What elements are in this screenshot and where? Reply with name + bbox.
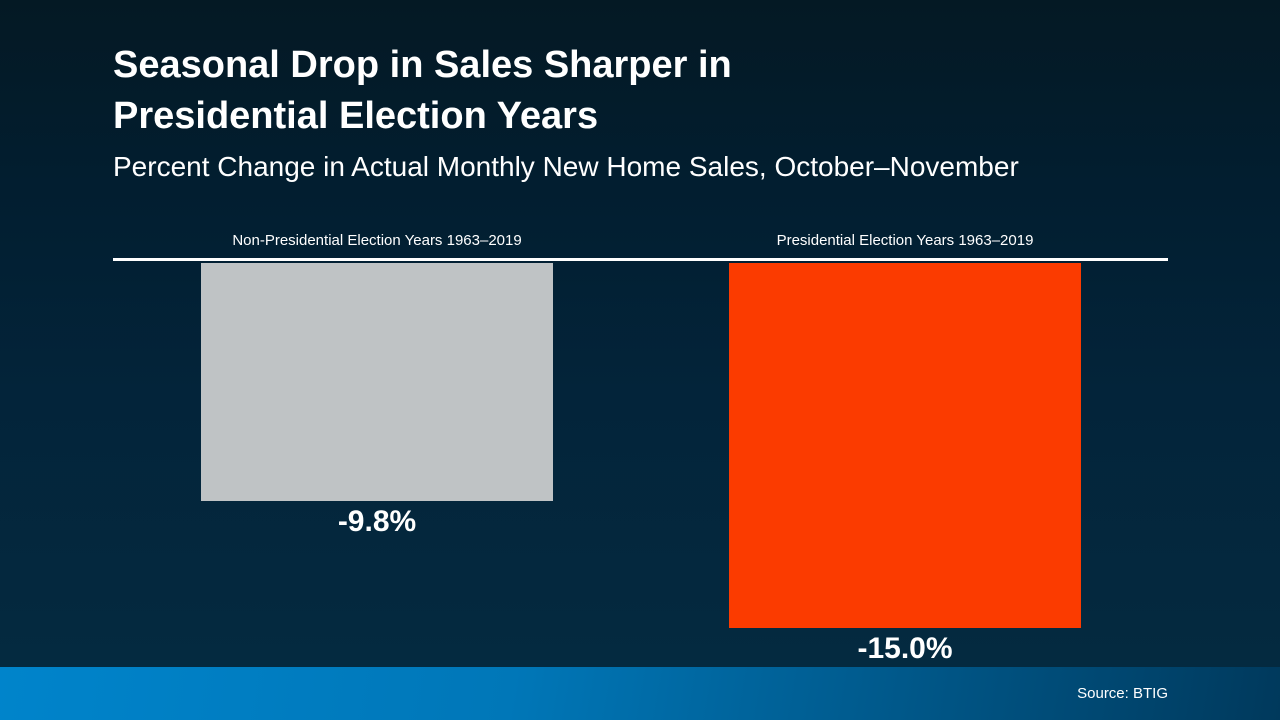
value-label-presidential: -15.0% [857, 632, 953, 665]
source-credit: Source: BTIG [1077, 685, 1168, 702]
category-label-non-presidential: Non-Presidential Election Years 1963–201… [232, 232, 522, 249]
bar-presidential: -15.0% [729, 263, 1081, 665]
page-title: Seasonal Drop in Sales Sharper in Presid… [113, 40, 732, 142]
value-label-non-presidential: -9.8% [337, 505, 417, 538]
bar-non-presidential: -9.8% [201, 263, 553, 538]
chart-subtitle: Percent Change in Actual Monthly New Hom… [113, 151, 1019, 182]
page-title-line-1: Seasonal Drop in Sales Sharper in [113, 44, 732, 86]
page-title-line-2: Presidential Election Years [113, 95, 599, 137]
category-label-presidential: Presidential Election Years 1963–2019 [776, 232, 1034, 249]
footer-band: Source: BTIG [0, 667, 1280, 720]
zero-baseline [113, 258, 1168, 261]
